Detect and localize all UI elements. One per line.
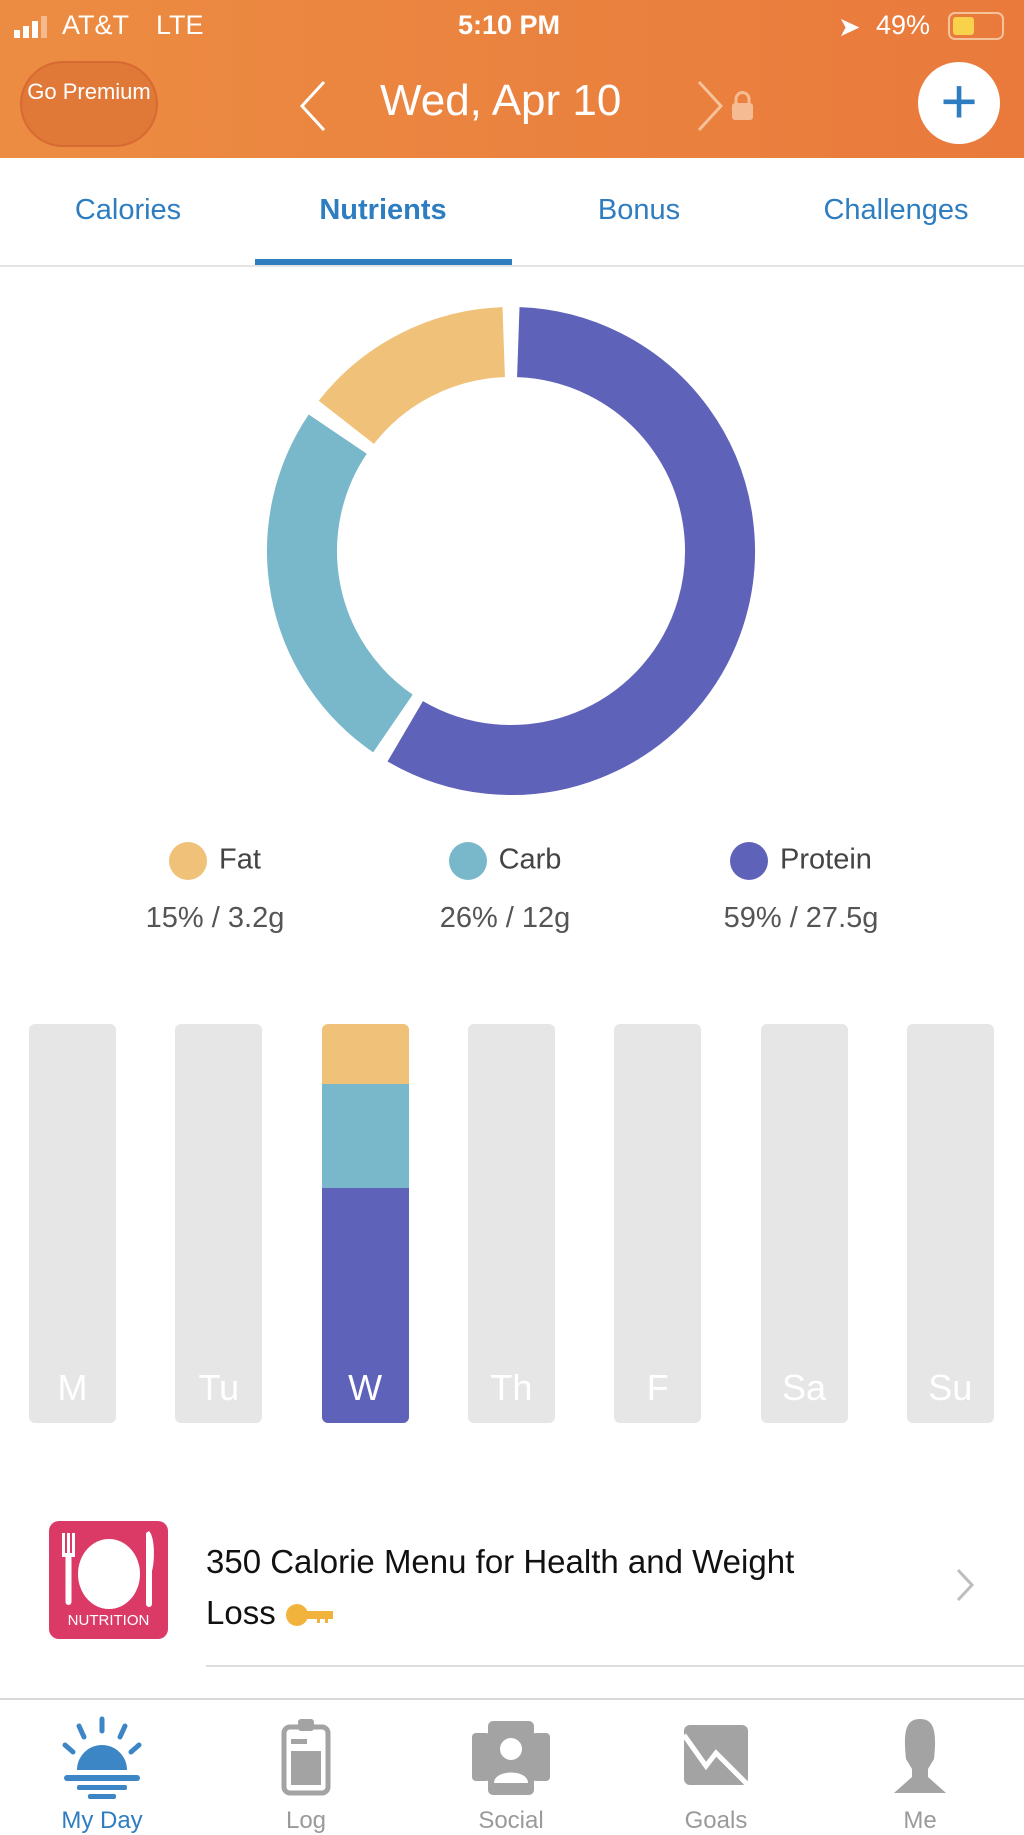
- day-label: F: [646, 1367, 669, 1408]
- carb-value: 26% / 12g: [439, 902, 571, 934]
- tab-bonus[interactable]: Bonus: [597, 194, 681, 226]
- tab-nutrients[interactable]: Nutrients: [319, 194, 447, 226]
- day-bar-m[interactable]: M: [29, 1024, 116, 1423]
- day-bar-su[interactable]: Su: [906, 1024, 994, 1423]
- day-label: Su: [928, 1367, 973, 1408]
- goals-chart-icon: [681, 1725, 750, 1787]
- day-bar-th[interactable]: Th: [467, 1024, 555, 1423]
- donut-segment-protein: [387, 307, 755, 795]
- day-label: W: [348, 1367, 383, 1408]
- legend-label: Protein: [780, 843, 872, 876]
- nav-label: Goals: [684, 1807, 748, 1834]
- protein-value: 59% / 27.5g: [723, 902, 879, 934]
- protein-dot: [730, 842, 769, 880]
- tab-calories[interactable]: Calories: [74, 194, 182, 226]
- tab-challenges[interactable]: Challenges: [823, 194, 969, 226]
- divider: [0, 265, 1024, 267]
- nav-me[interactable]: Me: [818, 1705, 1022, 1835]
- day-bar-w[interactable]: W: [321, 1024, 409, 1423]
- add-button[interactable]: +: [918, 62, 1000, 144]
- day-label: Sa: [781, 1367, 827, 1408]
- clock: 5:10 PM: [458, 10, 561, 40]
- divider: [206, 1665, 1024, 1667]
- day-label: Th: [490, 1367, 533, 1408]
- nav-social[interactable]: Social: [409, 1705, 613, 1835]
- bar-segment-carb: [321, 1083, 409, 1188]
- nutrition-article-icon: NUTRITION: [49, 1521, 168, 1639]
- prev-day-icon[interactable]: [298, 80, 328, 132]
- nav-label: Log: [285, 1807, 327, 1834]
- battery-icon: [948, 12, 1004, 40]
- day-bar-f[interactable]: F: [614, 1024, 702, 1423]
- nav-label: My Day: [61, 1807, 143, 1834]
- tab-bar-divider: [0, 1698, 1024, 1700]
- date-title: Wed, Apr 10: [380, 76, 622, 125]
- sunrise-icon: [62, 1716, 142, 1799]
- donut-segment-carb: [267, 414, 414, 753]
- bar-segment-protein: [321, 1187, 409, 1423]
- chevron-right-icon[interactable]: [955, 1568, 975, 1602]
- day-bar-sa[interactable]: Sa: [760, 1024, 848, 1423]
- legend-label: Carb: [498, 843, 562, 876]
- macro-donut-chart: [267, 307, 755, 795]
- nav-my-day[interactable]: My Day: [0, 1705, 204, 1835]
- location-icon: ➤: [838, 12, 861, 42]
- day-bar-tu[interactable]: Tu: [175, 1024, 263, 1423]
- go-premium-button[interactable]: Go Premium: [20, 61, 158, 147]
- social-icon: [472, 1721, 550, 1795]
- nav-goals[interactable]: Goals: [614, 1705, 818, 1835]
- fat-value: 15% / 3.2g: [145, 902, 285, 934]
- nutrition-label: NUTRITION: [68, 1612, 150, 1629]
- signal-icon: [14, 14, 54, 45]
- legend-fat: Fat: [85, 842, 345, 880]
- nav-log[interactable]: Log: [204, 1705, 408, 1835]
- legend-label: Fat: [219, 843, 261, 876]
- carrier: AT&T: [62, 10, 129, 40]
- active-tab-indicator: [255, 259, 512, 265]
- fat-dot: [169, 842, 208, 880]
- header-bar: [0, 0, 1024, 158]
- battery-percent: 49%: [876, 10, 931, 40]
- nav-label: Me: [903, 1807, 937, 1834]
- network: LTE: [156, 10, 204, 40]
- profile-icon: [894, 1719, 946, 1793]
- nav-label: Social: [478, 1807, 544, 1834]
- day-label: Tu: [198, 1367, 240, 1408]
- carb-dot: [448, 842, 487, 880]
- article-title[interactable]: 350 Calorie Menu for Health and Weight L…: [206, 1536, 806, 1638]
- lock-icon: [732, 91, 753, 120]
- bar-segment-fat: [321, 1024, 409, 1084]
- key-icon: [285, 1604, 333, 1627]
- day-label: M: [57, 1367, 88, 1408]
- legend-protein: Protein: [671, 842, 931, 880]
- legend-carb: Carb: [375, 842, 635, 880]
- clipboard-icon: [281, 1719, 331, 1796]
- next-day-icon[interactable]: [695, 80, 725, 132]
- donut-segment-fat: [318, 307, 506, 445]
- article-title-text: 350 Calorie Menu for Health and Weight L…: [206, 1543, 795, 1631]
